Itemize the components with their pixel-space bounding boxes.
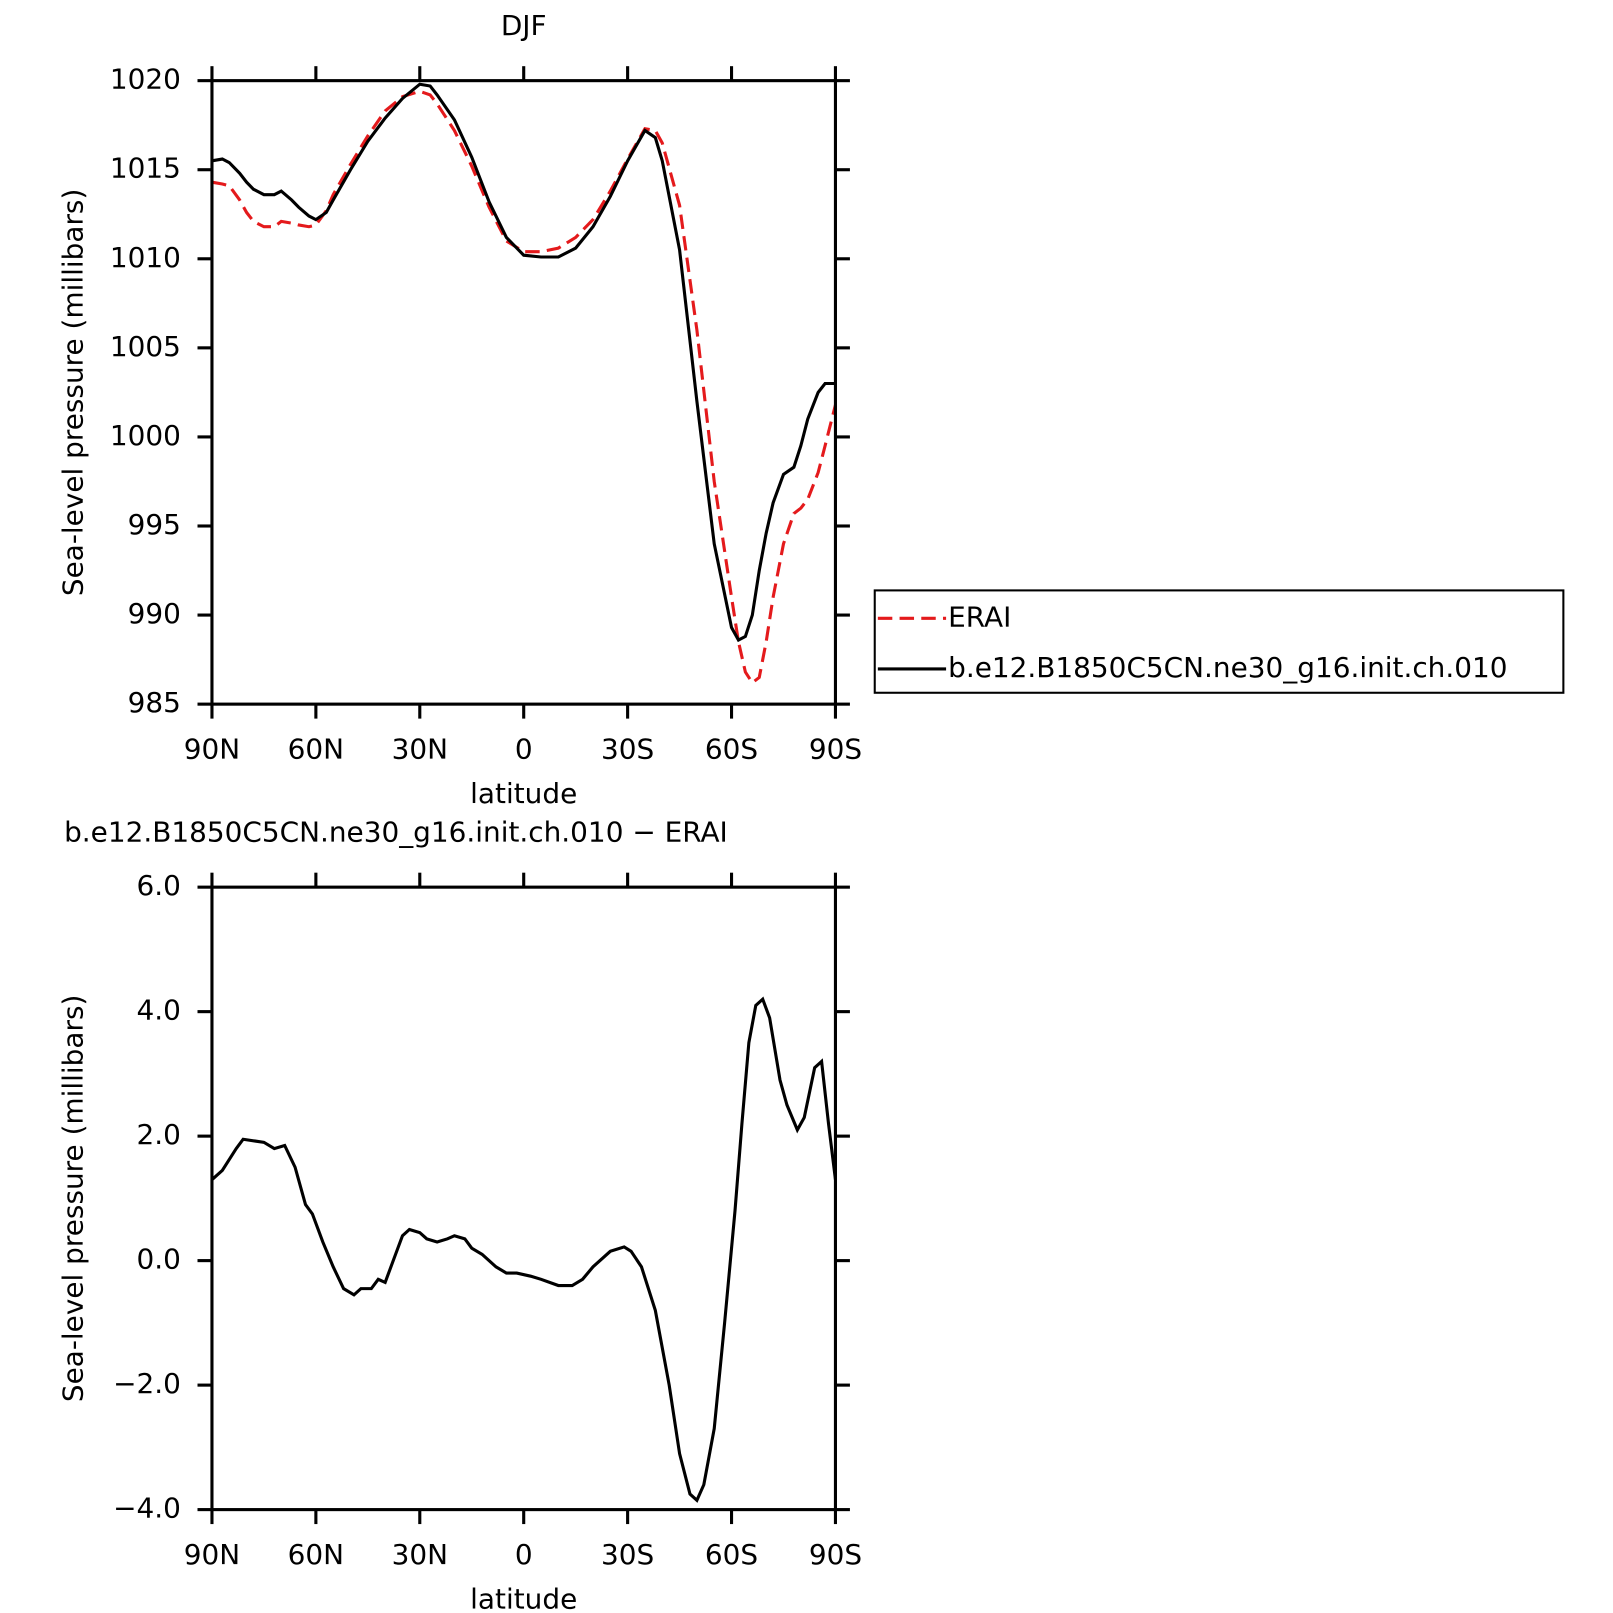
series-line bbox=[210, 996, 837, 1503]
y-tick-label: 1020 bbox=[110, 63, 181, 96]
legend-box bbox=[873, 589, 1565, 694]
y-tick-label: 995 bbox=[128, 508, 181, 541]
x-tick-label: 0 bbox=[515, 733, 533, 766]
x-tick-label: 90N bbox=[184, 1538, 240, 1571]
x-tick-label: 0 bbox=[515, 1538, 533, 1571]
y-tick-label: 985 bbox=[128, 686, 181, 719]
y-tick-label: 990 bbox=[128, 597, 181, 630]
chart-title: DJF bbox=[501, 9, 547, 42]
x-axis-label: latitude bbox=[470, 777, 577, 810]
y-axis-label: Sea-level pressure (millibars) bbox=[56, 995, 89, 1402]
x-tick-label: 90N bbox=[184, 733, 240, 766]
x-tick-label: 30S bbox=[601, 1538, 654, 1571]
y-tick-label: 1010 bbox=[110, 241, 181, 274]
legend-label: b.e12.B1850C5CN.ne30_g16.init.ch.010 bbox=[948, 651, 1507, 684]
y-tick-label: 1005 bbox=[110, 330, 181, 363]
x-tick-label: 30N bbox=[392, 1538, 448, 1571]
series-line bbox=[211, 82, 836, 643]
y-tick-label: −2.0 bbox=[113, 1367, 181, 1400]
y-tick-label: 6.0 bbox=[137, 869, 181, 902]
x-tick-label: 60S bbox=[705, 1538, 758, 1571]
chart-title: b.e12.B1850C5CN.ne30_g16.init.ch.010 − E… bbox=[64, 815, 728, 848]
x-axis-label: latitude bbox=[470, 1583, 577, 1613]
x-tick-label: 60S bbox=[705, 733, 758, 766]
y-tick-label: −4.0 bbox=[113, 1492, 181, 1525]
plot-frame bbox=[210, 885, 838, 1512]
x-tick-label: 90S bbox=[809, 733, 862, 766]
y-tick-label: 2.0 bbox=[137, 1118, 181, 1151]
y-tick-label: 4.0 bbox=[137, 994, 181, 1027]
x-tick-label: 30N bbox=[392, 733, 448, 766]
x-tick-label: 30S bbox=[601, 733, 654, 766]
series-line bbox=[211, 89, 837, 686]
x-tick-label: 90S bbox=[809, 1538, 862, 1571]
x-tick-label: 60N bbox=[288, 1538, 344, 1571]
y-tick-label: 1015 bbox=[110, 152, 181, 185]
y-tick-label: 1000 bbox=[110, 419, 181, 452]
y-axis-label: Sea-level pressure (millibars) bbox=[56, 189, 89, 597]
x-tick-label: 60N bbox=[288, 733, 344, 766]
plot-frame bbox=[210, 79, 838, 706]
y-tick-label: 0.0 bbox=[137, 1243, 181, 1276]
legend-label: ERAI bbox=[948, 600, 1011, 633]
